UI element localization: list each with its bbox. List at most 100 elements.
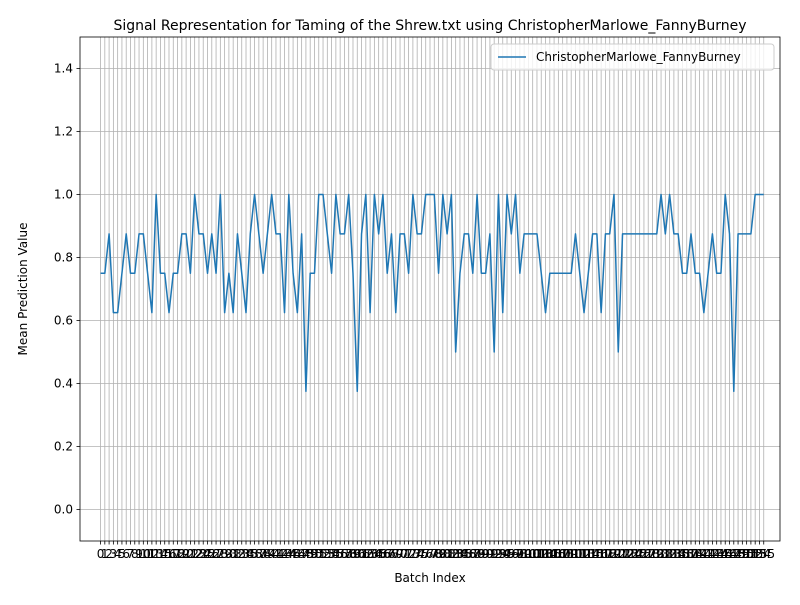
chart-title: Signal Representation for Taming of the …	[113, 18, 746, 34]
x-tick-label: 151	[735, 547, 758, 561]
x-tick-label: 37	[251, 547, 266, 561]
x-tick-label: 154	[748, 547, 771, 561]
x-tick-label: 49	[303, 547, 318, 561]
x-tick-label: 17	[166, 547, 181, 561]
x-tick-label: 116	[585, 547, 608, 561]
x-tick-label: 6	[122, 547, 130, 561]
series-layer	[100, 193, 764, 393]
x-tick-label: 134	[662, 547, 685, 561]
x-tick-label: 113	[573, 547, 596, 561]
x-tick-label: 24	[196, 547, 211, 561]
x-tick-label: 27	[208, 547, 223, 561]
x-tick-label: 149	[727, 547, 750, 561]
x-tick-label: 147	[718, 547, 741, 561]
x-tick-label: 44	[281, 547, 296, 561]
x-tick-label: 43	[277, 547, 292, 561]
x-tick-label: 137	[675, 547, 698, 561]
x-tick-label: 115	[581, 547, 604, 561]
x-tick-label: 70	[392, 547, 407, 561]
x-tick-label: 68	[384, 547, 399, 561]
x-tick-label: 92	[487, 547, 502, 561]
x-tick-label: 66	[375, 547, 390, 561]
x-tick-label: 108	[551, 547, 574, 561]
x-tick-label: 71	[397, 547, 412, 561]
x-tick-label: 153	[744, 547, 767, 561]
x-tick-label: 76	[418, 547, 433, 561]
x-tick-label: 81	[439, 547, 454, 561]
y-tick-label: 0.0	[54, 503, 73, 517]
x-tick-label: 95	[499, 547, 514, 561]
x-tick-label: 39	[260, 547, 275, 561]
x-tick-label: 94	[495, 547, 510, 561]
x-tick-label: 118	[594, 547, 617, 561]
x-tick-label: 38	[255, 547, 270, 561]
x-tick-label: 13	[149, 547, 164, 561]
x-tick-label: 33	[234, 547, 249, 561]
x-tick-label: 78	[427, 547, 442, 561]
x-tick-label: 18	[170, 547, 185, 561]
x-tick-label: 140	[688, 547, 711, 561]
x-tick-label: 127	[632, 547, 655, 561]
x-tick-label: 82	[444, 547, 459, 561]
x-tick-label: 103	[530, 547, 553, 561]
x-tick-label: 63	[362, 547, 377, 561]
legend-entry: ChristopherMarlowe_FannyBurney	[536, 50, 741, 64]
x-axis-label: Batch Index	[394, 571, 465, 585]
x-tick-label: 112	[568, 547, 591, 561]
y-axis-label: Mean Prediction Value	[16, 223, 30, 356]
x-tick-label: 73	[405, 547, 420, 561]
x-tick-label: 86	[461, 547, 476, 561]
x-tick-label: 56	[333, 547, 348, 561]
x-tick-label: 40	[264, 547, 279, 561]
x-tick-label: 90	[478, 547, 493, 561]
x-tick-label: 141	[692, 547, 715, 561]
x-tick-label: 58	[341, 547, 356, 561]
x-tick-label: 98	[512, 547, 527, 561]
x-tick-label: 124	[620, 547, 643, 561]
x-tick-label: 100	[517, 547, 540, 561]
x-tick-label: 12	[144, 547, 159, 561]
y-tick-label: 1.2	[54, 125, 73, 139]
x-tick-label: 143	[701, 547, 724, 561]
x-tick-label: 85	[457, 547, 472, 561]
x-tick-label: 69	[388, 547, 403, 561]
x-tick-label: 14	[153, 547, 168, 561]
x-tick-label: 111	[564, 547, 587, 561]
x-tick-label: 25	[200, 547, 215, 561]
x-tick-label: 105	[538, 547, 561, 561]
x-tick-label: 119	[598, 547, 621, 561]
x-tick-label: 123	[615, 547, 638, 561]
x-tick-label: 114	[577, 547, 600, 561]
x-tick-label: 126	[628, 547, 651, 561]
x-tick-label: 104	[534, 547, 557, 561]
x-tick-label: 142	[697, 547, 720, 561]
x-tick-label: 7	[127, 547, 135, 561]
series-line	[100, 193, 764, 393]
x-tick-label: 117	[590, 547, 613, 561]
y-tick-label: 1.4	[54, 62, 73, 76]
x-tick-label: 88	[469, 547, 484, 561]
x-tick-label: 122	[611, 547, 634, 561]
x-tick-label: 64	[367, 547, 382, 561]
x-tick-label: 138	[680, 547, 703, 561]
x-tick-label: 60	[350, 547, 365, 561]
x-tick-label: 99	[516, 547, 531, 561]
x-tick-label: 15	[157, 547, 172, 561]
x-tick-label: 93	[491, 547, 506, 561]
x-tick-label: 74	[410, 547, 425, 561]
x-tick-label: 145	[710, 547, 733, 561]
x-tick-label: 2	[105, 547, 113, 561]
x-tick-label: 130	[645, 547, 668, 561]
x-tick-label: 106	[543, 547, 566, 561]
x-tick-label: 57	[337, 547, 352, 561]
x-tick-label: 4	[114, 547, 122, 561]
x-tick-label: 50	[307, 547, 322, 561]
x-tick-label: 32	[230, 547, 245, 561]
x-tick-label: 26	[204, 547, 219, 561]
x-tick-label: 0	[97, 547, 105, 561]
y-tick-label: 0.6	[54, 314, 73, 328]
x-tick-label: 107	[547, 547, 570, 561]
x-tick-label: 120	[603, 547, 626, 561]
x-tick-label: 8	[131, 547, 139, 561]
